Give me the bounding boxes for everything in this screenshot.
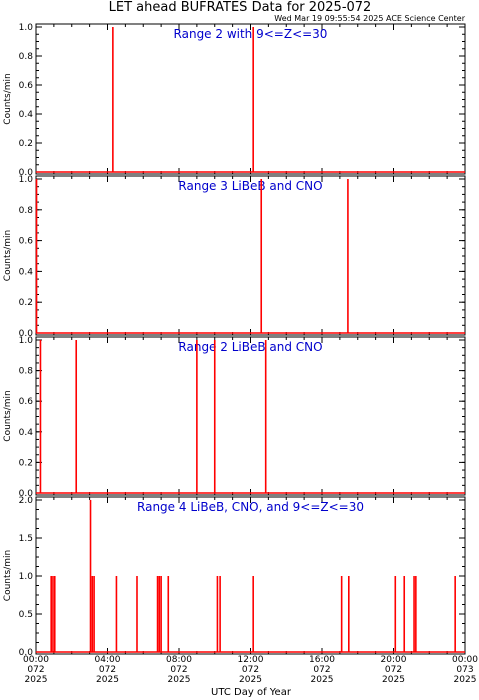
x-tick-label-doy: 072 <box>385 665 402 675</box>
y-tick-label: 0.6 <box>19 237 34 247</box>
y-axis-label: Counts/min <box>3 550 13 601</box>
panel-title: Range 2 with 9<=Z<=30 <box>174 27 328 41</box>
timestamp-label: Wed Mar 19 09:55:54 2025 ACE Science Cen… <box>274 14 465 23</box>
y-tick-label: 1.0 <box>19 23 34 33</box>
y-tick-label: 0.6 <box>19 397 34 407</box>
panel-4: 0.0 0.5 1.0 1.5 2.0 Counts/min Range 4 LiBeB, … <box>3 496 466 658</box>
y-tick-label: 0.2 <box>19 139 33 149</box>
y-tick-label: 0.0 <box>19 168 34 178</box>
panel-3: 0.0 0.2 0.4 0.6 0.8 1.0 Counts/min Range 2 LiBe… <box>3 336 466 499</box>
panel-title: Range 2 LiBeB and CNO <box>178 340 322 354</box>
x-tick-label-time: 20:00 <box>381 655 407 665</box>
x-tick-label-year: 2025 <box>239 675 262 685</box>
x-tick-label-doy: 073 <box>456 665 473 675</box>
y-tick-label: 0.0 <box>19 648 34 658</box>
y-tick-label: 0.8 <box>19 206 34 216</box>
y-axis-label: Counts/min <box>3 230 13 281</box>
x-axis-label: UTC Day of Year <box>211 687 292 698</box>
x-tick-label-year: 2025 <box>454 675 477 685</box>
y-tick-label: 0.0 <box>19 329 34 339</box>
x-tick-label-year: 2025 <box>96 675 119 685</box>
x-tick-label-doy: 072 <box>27 665 44 675</box>
y-tick-label: 0.4 <box>19 428 34 438</box>
y-tick-label: 2.0 <box>19 496 34 506</box>
y-axis-label: Counts/min <box>3 73 13 124</box>
y-tick-label: 1.0 <box>19 336 34 346</box>
panel-frame <box>35 23 466 175</box>
x-tick-label-doy: 072 <box>170 665 187 675</box>
x-tick-label-time: 16:00 <box>309 655 335 665</box>
x-tick-label-doy: 072 <box>242 665 259 675</box>
x-tick-label-time: 08:00 <box>166 655 192 665</box>
x-tick-label-time: 00:00 <box>23 655 49 665</box>
panel-frame <box>35 496 466 655</box>
y-tick-label: 1.0 <box>19 572 34 582</box>
x-tick-label-year: 2025 <box>311 675 334 685</box>
panel-2: 0.0 0.2 0.4 0.6 0.8 1.0 Counts/min Range 3 LiBe… <box>3 175 466 339</box>
x-tick-label-doy: 072 <box>313 665 330 675</box>
y-tick-label: 0.4 <box>19 110 34 120</box>
y-tick-label: 0.8 <box>19 52 34 62</box>
panel-1: 0.0 0.2 0.4 0.6 0.8 1.0 Counts/min Range 2 with… <box>3 23 466 178</box>
x-tick-label-year: 2025 <box>25 675 48 685</box>
x-tick-label-year: 2025 <box>168 675 191 685</box>
y-tick-label: 0.2 <box>19 458 33 468</box>
x-tick-label-time: 04:00 <box>95 655 121 665</box>
x-tick-label-year: 2025 <box>382 675 405 685</box>
x-tick-label-time: 00:00 <box>452 655 478 665</box>
y-tick-label: 0.2 <box>19 298 33 308</box>
y-tick-label: 1.5 <box>19 534 33 544</box>
x-tick-label-time: 12:00 <box>238 655 264 665</box>
y-tick-label: 0.8 <box>19 367 34 377</box>
panel-title: Range 4 LiBeB, CNO, and 9<=Z<=30 <box>137 500 364 514</box>
y-tick-label: 0.6 <box>19 81 34 91</box>
y-tick-label: 0.5 <box>19 610 33 620</box>
panel-frame <box>35 175 466 336</box>
y-tick-label: 1.0 <box>19 175 34 185</box>
y-tick-label: 0.0 <box>19 489 34 499</box>
panel-title: Range 3 LiBeB and CNO <box>178 179 322 193</box>
figure-title: LET ahead BUFRATES Data for 2025-072 <box>109 0 372 15</box>
y-tick-label: 0.4 <box>19 267 34 277</box>
y-axis-label: Counts/min <box>3 390 13 441</box>
x-tick-label-doy: 072 <box>99 665 116 675</box>
panel-frame <box>35 336 466 496</box>
x-tick-labels: 00:00072202504:00072202508:00072202512:0… <box>23 655 478 685</box>
panels-group: 0.0 0.2 0.4 0.6 0.8 1.0 Counts/min Range 2 with… <box>3 23 466 658</box>
